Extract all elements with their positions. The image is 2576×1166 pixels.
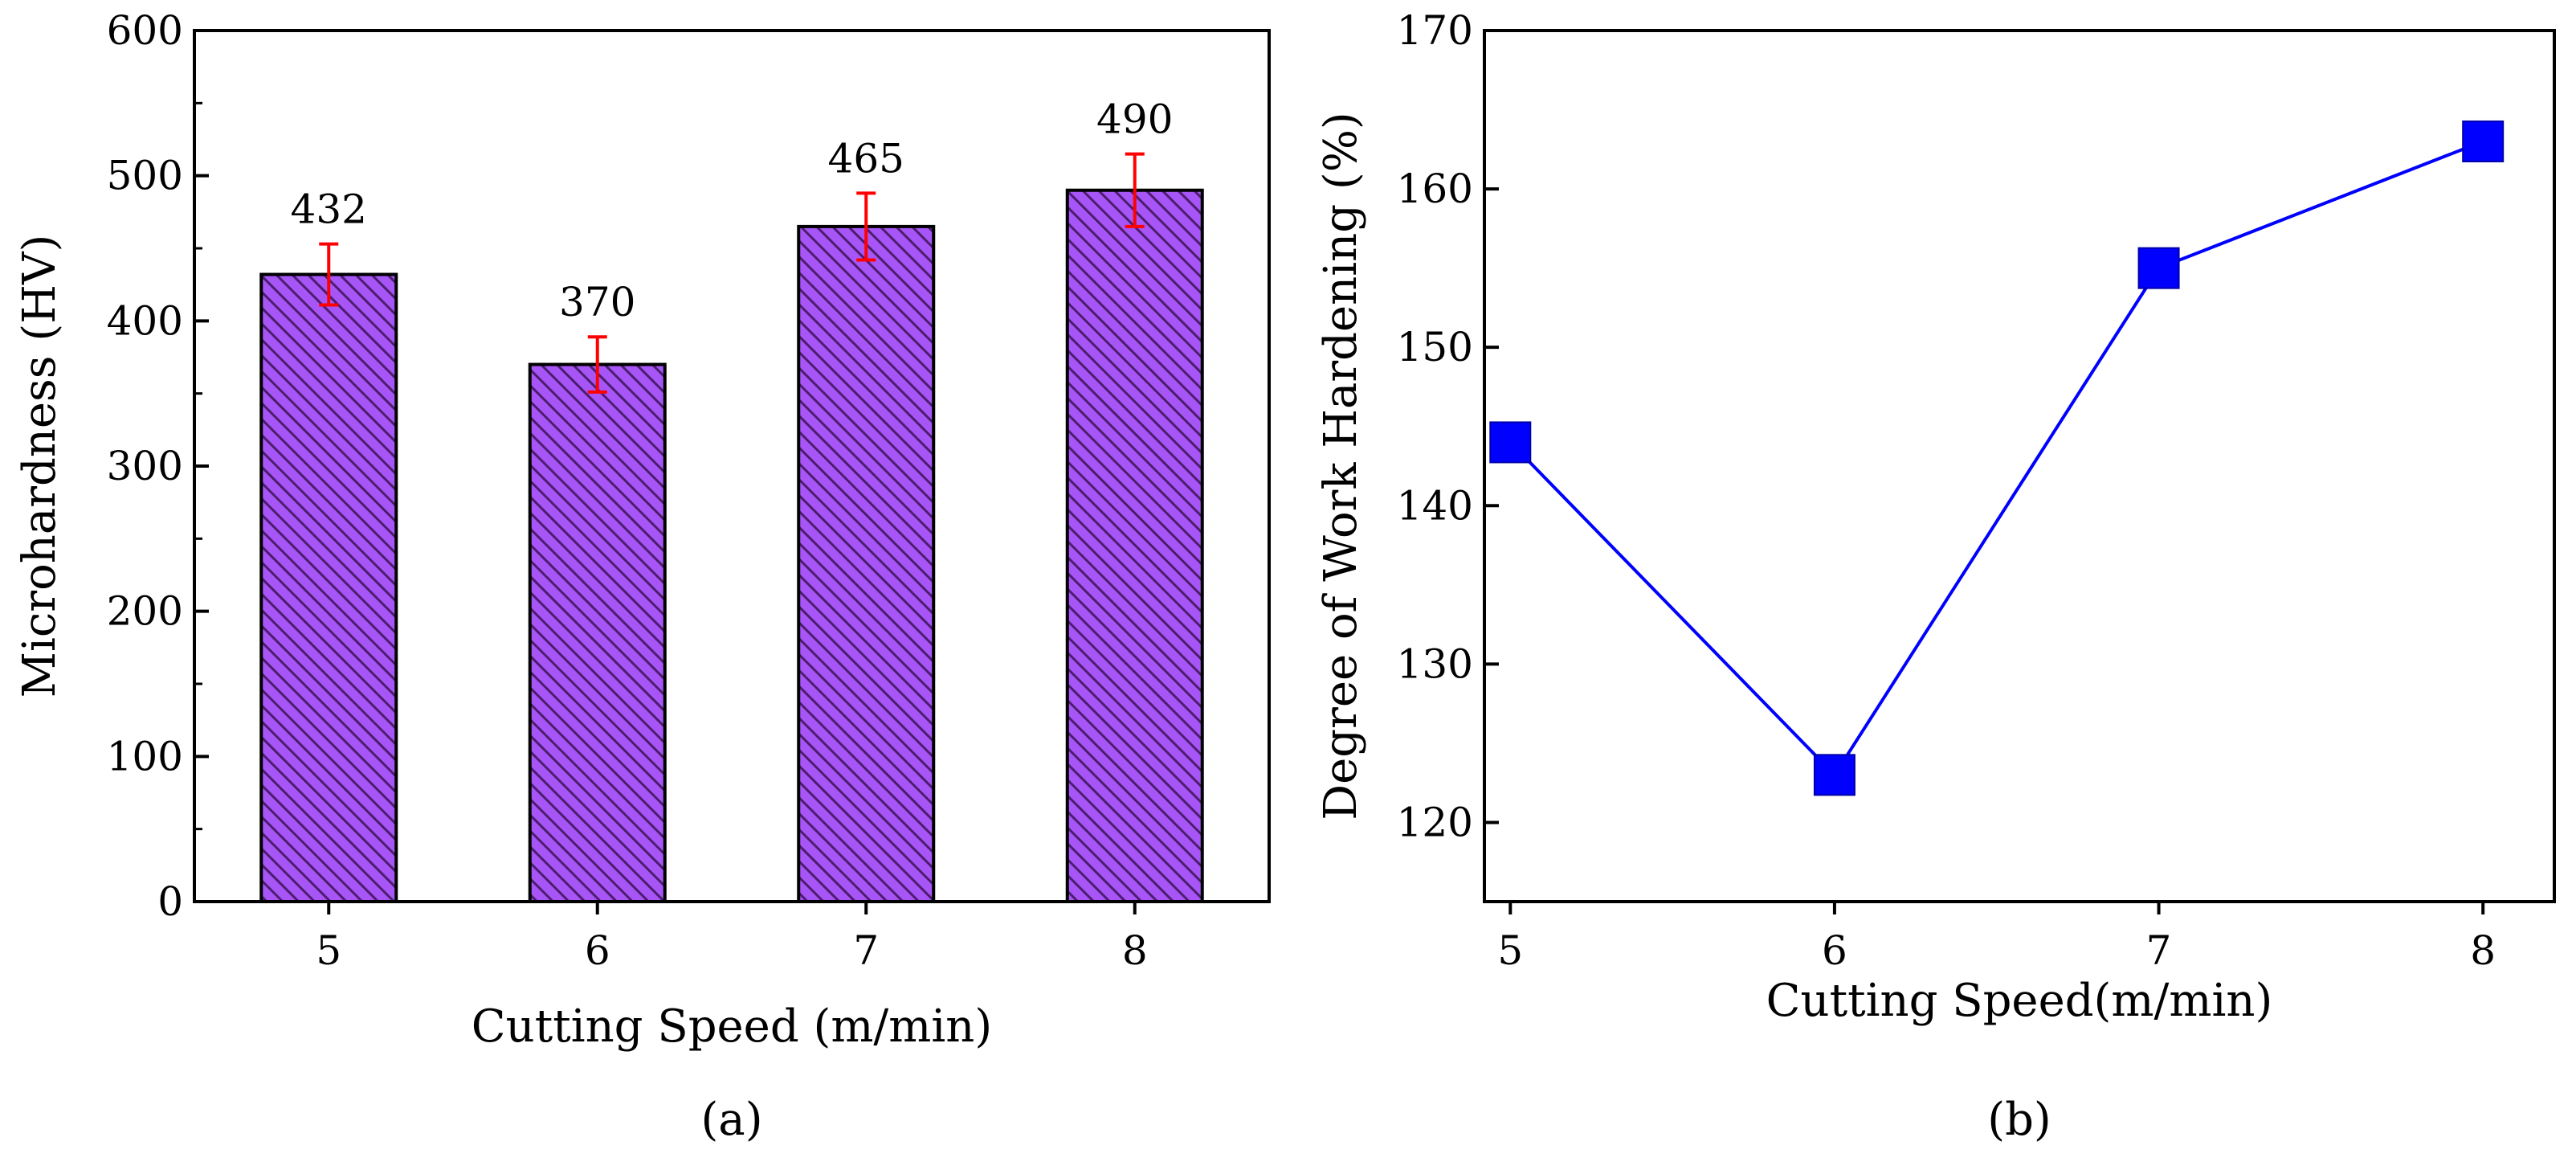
line-chart-panel: 120 130 140 150 160 170 5 6 7 8 Degree of Work H… bbox=[1315, 7, 2556, 1146]
error-bar-series bbox=[319, 152, 1145, 394]
x-axis-ticks: 5 6 7 8 bbox=[316, 902, 1148, 974]
y-axis-title: Degree of Work Hardening (%) bbox=[1315, 112, 1367, 820]
y-tick-label-130: 130 bbox=[1397, 640, 1473, 687]
marker-5 bbox=[1489, 421, 1532, 464]
x-tick-label-5: 5 bbox=[316, 927, 341, 974]
series-line bbox=[1508, 140, 2484, 778]
bar-5 bbox=[259, 272, 398, 903]
marker-8 bbox=[2462, 120, 2505, 162]
y-tick-label-150: 150 bbox=[1397, 324, 1473, 370]
x-tick-label-7: 7 bbox=[853, 927, 879, 974]
x-tick-label-8: 8 bbox=[2470, 927, 2496, 974]
y-tick-label-200: 200 bbox=[107, 588, 183, 635]
y-tick-label-0: 0 bbox=[157, 878, 183, 925]
y-tick-label-400: 400 bbox=[107, 297, 183, 344]
y-axis-title: Microhardness (HV) bbox=[14, 235, 66, 698]
data-label-5: 432 bbox=[291, 186, 367, 233]
x-tick-label-5: 5 bbox=[1497, 927, 1523, 974]
y-tick-label-140: 140 bbox=[1397, 482, 1473, 529]
bar-chart-panel: 432 370 465 490 0 100 200 300 400 500 600 5 6 7 8 Mi… bbox=[14, 7, 1271, 1146]
y-axis-ticks: 120 130 140 150 160 170 bbox=[1397, 7, 1499, 845]
bar-6 bbox=[528, 362, 667, 903]
x-axis-ticks: 5 6 7 8 bbox=[1497, 902, 2496, 974]
y-tick-label-120: 120 bbox=[1397, 799, 1473, 845]
y-axis-ticks: 0 100 200 300 400 500 600 bbox=[107, 7, 209, 925]
x-axis-title: Cutting Speed (m/min) bbox=[472, 1000, 992, 1053]
y-tick-label-600: 600 bbox=[107, 7, 183, 54]
x-tick-label-6: 6 bbox=[585, 927, 610, 974]
x-axis-title: Cutting Speed(m/min) bbox=[1766, 975, 2273, 1027]
y-tick-label-170: 170 bbox=[1397, 7, 1473, 54]
data-label-7: 465 bbox=[828, 135, 904, 182]
bar-7 bbox=[797, 224, 936, 903]
y-tick-label-500: 500 bbox=[107, 153, 183, 199]
y-tick-label-160: 160 bbox=[1397, 166, 1473, 212]
data-label-8: 490 bbox=[1096, 96, 1173, 143]
panel-label: (a) bbox=[700, 1094, 762, 1146]
bar-series bbox=[259, 188, 1204, 903]
series-markers bbox=[1489, 120, 2505, 796]
x-tick-label-7: 7 bbox=[2146, 927, 2172, 974]
y-tick-label-100: 100 bbox=[107, 733, 183, 779]
plot-frame bbox=[1483, 29, 2556, 903]
bar-8 bbox=[1065, 188, 1204, 903]
marker-7 bbox=[2137, 247, 2180, 289]
marker-6 bbox=[1813, 754, 1855, 796]
y-tick-label-300: 300 bbox=[107, 443, 183, 489]
x-tick-label-6: 6 bbox=[1822, 927, 1847, 974]
x-tick-label-8: 8 bbox=[1122, 927, 1148, 974]
bar-data-labels: 432 370 465 490 bbox=[291, 96, 1174, 326]
panel-label: (b) bbox=[1987, 1094, 2051, 1146]
data-label-6: 370 bbox=[559, 279, 635, 325]
